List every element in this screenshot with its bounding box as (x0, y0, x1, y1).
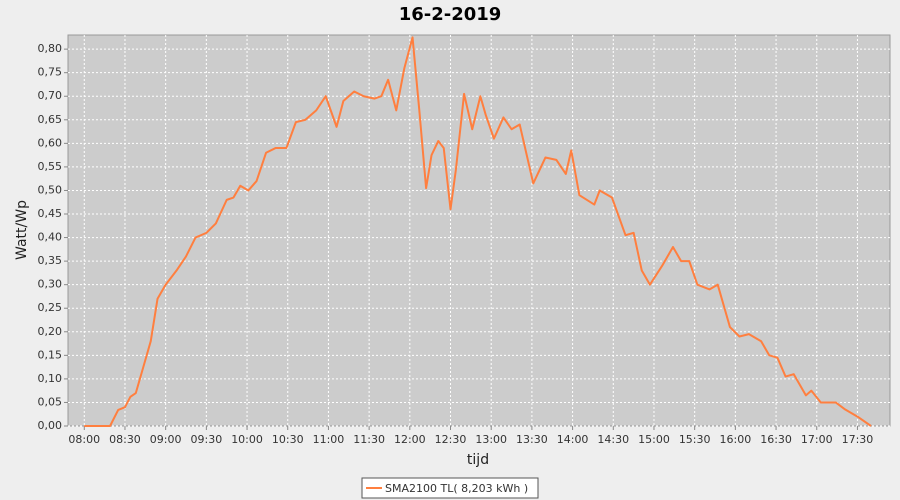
x-tick-label: 13:00 (475, 433, 507, 446)
legend-label: SMA2100 TL( 8,203 kWh ) (385, 482, 528, 495)
x-tick-label: 12:00 (394, 433, 426, 446)
plot-area (67, 34, 891, 427)
x-tick-label: 10:00 (231, 433, 263, 446)
y-tick-label: 0,50 (38, 183, 63, 196)
x-tick-label: 11:30 (353, 433, 385, 446)
y-tick-label: 0,55 (38, 160, 63, 173)
x-tick-label: 14:30 (597, 433, 629, 446)
y-tick-label: 0,30 (38, 278, 63, 291)
y-tick-label: 0,75 (38, 66, 63, 79)
y-tick-label: 0,00 (38, 419, 63, 432)
x-tick-label: 15:00 (638, 433, 670, 446)
y-tick-label: 0,25 (38, 301, 63, 314)
x-tick-label: 08:30 (109, 433, 141, 446)
x-tick-label: 16:30 (760, 433, 792, 446)
x-axis-label: tijd (467, 452, 489, 468)
y-tick-label: 0,15 (38, 348, 63, 361)
y-tick-label: 0,80 (38, 42, 63, 55)
x-tick-label: 16:00 (720, 433, 752, 446)
y-tick-label: 0,70 (38, 89, 63, 102)
x-tick-label: 09:00 (150, 433, 182, 446)
x-tick-label: 15:30 (679, 433, 711, 446)
x-tick-label: 08:00 (68, 433, 100, 446)
chart-title: 16-2-2019 (399, 4, 502, 25)
legend: SMA2100 TL( 8,203 kWh ) (361, 477, 539, 499)
legend-box (361, 477, 539, 499)
y-tick-label: 0,35 (38, 254, 63, 267)
y-tick-label: 0,65 (38, 113, 63, 126)
y-tick-label: 0,45 (38, 207, 63, 220)
data-line (84, 36, 872, 427)
y-tick-label: 0,40 (38, 231, 63, 244)
y-axis-label: Watt/Wp (14, 200, 30, 260)
y-tick-label: 0,60 (38, 136, 63, 149)
x-tick-label: 17:30 (842, 433, 874, 446)
y-tick-label: 0,10 (38, 372, 63, 385)
y-tick-label: 0,20 (38, 325, 63, 338)
x-tick-label: 10:30 (272, 433, 304, 446)
x-tick-label: 09:30 (191, 433, 223, 446)
x-tick-label: 17:00 (801, 433, 833, 446)
x-tick-label: 14:00 (557, 433, 589, 446)
x-tick-label: 13:30 (516, 433, 548, 446)
x-tick-label: 11:00 (313, 433, 345, 446)
x-tick-label: 12:30 (435, 433, 467, 446)
y-tick-label: 0,05 (38, 395, 63, 408)
